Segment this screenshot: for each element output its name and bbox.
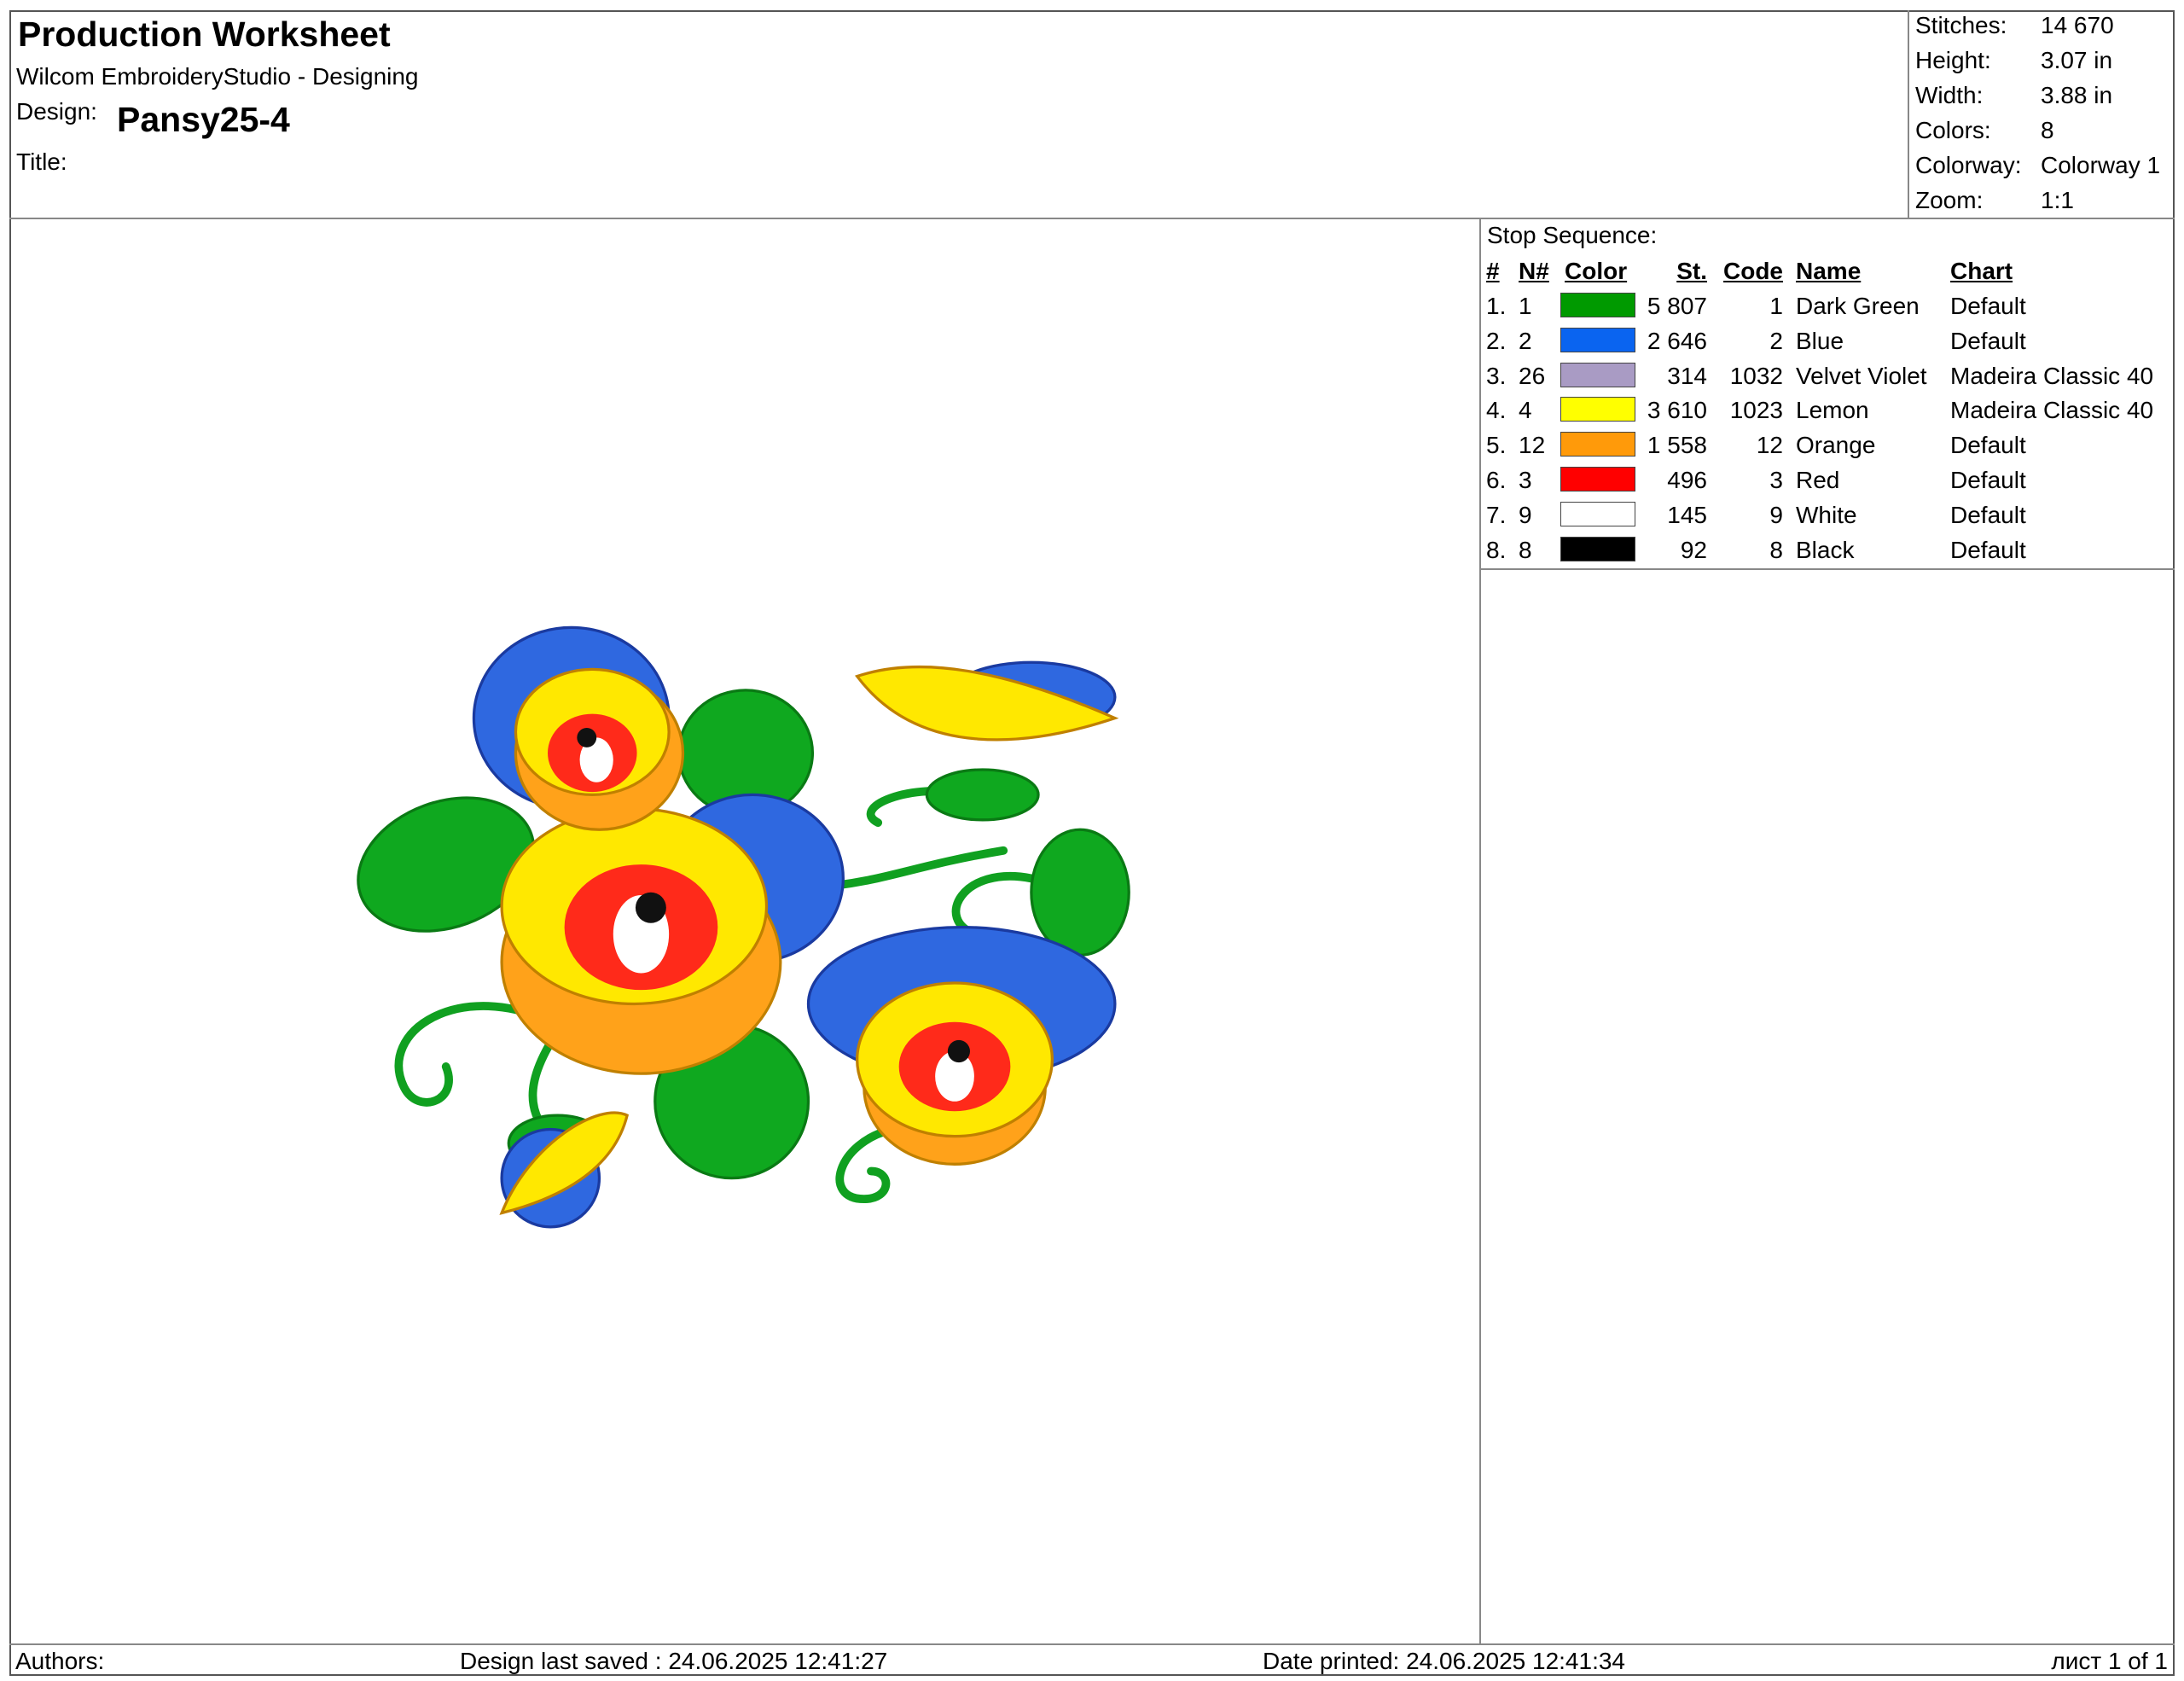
- cell-chart: Default: [1950, 432, 2026, 459]
- cell-name: Lemon: [1796, 397, 1869, 424]
- cell-n: 12: [1519, 432, 1546, 459]
- cell-chart: Default: [1950, 467, 2026, 493]
- column-header: Code: [1723, 258, 1783, 284]
- cell-chart: Madeira Classic 40: [1950, 362, 2154, 389]
- cell-n: 8: [1519, 536, 1532, 563]
- color-swatch: [1560, 362, 1635, 387]
- cell-index: 3.: [1486, 362, 1507, 389]
- cell-n: 1: [1519, 293, 1532, 319]
- cell-stitches: 2 646: [1647, 327, 1707, 354]
- cell-code: 1032: [1729, 362, 1783, 389]
- color-swatch: [1560, 327, 1635, 352]
- authors: Authors:: [15, 1648, 105, 1674]
- cell-stitches: 1 558: [1647, 432, 1707, 459]
- stat-label: Height:: [1915, 47, 1991, 73]
- cell-name: White: [1796, 501, 1857, 528]
- cell-name: Velvet Violet: [1796, 362, 1927, 389]
- cell-code: 1023: [1729, 397, 1783, 424]
- cell-chart: Default: [1950, 501, 2026, 528]
- stat-value: 8: [2041, 117, 2054, 143]
- color-swatch: [1560, 432, 1635, 457]
- stat-value: 3.88 in: [2041, 82, 2113, 108]
- cell-stitches: 145: [1667, 501, 1707, 528]
- design-label: Design:: [16, 98, 97, 125]
- cell-stitches: 92: [1680, 536, 1707, 563]
- column-header: St.: [1676, 258, 1707, 284]
- cell-stitches: 3 610: [1647, 397, 1707, 424]
- cell-n: 9: [1519, 501, 1532, 528]
- cell-code: 3: [1769, 467, 1783, 493]
- column-header: #: [1486, 258, 1500, 284]
- stat-label: Colors:: [1915, 117, 1991, 143]
- cell-stitches: 314: [1667, 362, 1707, 389]
- page-border: [9, 10, 2175, 1676]
- cell-name: Red: [1796, 467, 1840, 493]
- cell-code: 8: [1769, 536, 1783, 563]
- cell-chart: Default: [1950, 327, 2026, 354]
- footer-rule: [9, 1643, 2175, 1645]
- subtitle: Wilcom EmbroideryStudio - Designing: [16, 63, 419, 90]
- stat-value: Colorway 1: [2041, 152, 2161, 178]
- saved: Design last saved : 24.06.2025 12:41:27: [460, 1648, 888, 1674]
- cell-chart: Default: [1950, 536, 2026, 563]
- cell-chart: Madeira Classic 40: [1950, 397, 2154, 424]
- stat-label: Zoom:: [1915, 187, 1984, 213]
- cell-name: Dark Green: [1796, 293, 1920, 319]
- cell-code: 9: [1769, 501, 1783, 528]
- design-name: Pansy25-4: [117, 100, 290, 139]
- stat-label: Width:: [1915, 82, 1984, 108]
- color-swatch: [1560, 501, 1635, 526]
- printed: Date printed: 24.06.2025 12:41:34: [1263, 1648, 1626, 1674]
- cell-name: Blue: [1796, 327, 1844, 354]
- color-swatch: [1560, 467, 1635, 492]
- cell-code: 12: [1756, 432, 1783, 459]
- stat-label: Stitches:: [1915, 12, 2007, 38]
- cell-n: 4: [1519, 397, 1532, 424]
- column-header: Chart: [1950, 258, 2013, 284]
- cell-name: Orange: [1796, 432, 1876, 459]
- cell-chart: Default: [1950, 293, 2026, 319]
- cell-index: 5.: [1486, 432, 1507, 459]
- cell-index: 4.: [1486, 397, 1507, 424]
- column-header: Name: [1796, 258, 1862, 284]
- stats-divider: [1908, 10, 1909, 218]
- cell-code: 2: [1769, 327, 1783, 354]
- cell-index: 2.: [1486, 327, 1507, 354]
- stop-sequence-title: Stop Sequence:: [1487, 222, 1658, 248]
- color-swatch: [1560, 397, 1635, 422]
- stat-value: 1:1: [2041, 187, 2074, 213]
- title-label: Title:: [16, 148, 67, 175]
- cell-n: 26: [1519, 362, 1546, 389]
- stat-label: Colorway:: [1915, 152, 2022, 178]
- cell-index: 8.: [1486, 536, 1507, 563]
- cell-stitches: 5 807: [1647, 293, 1707, 319]
- color-swatch: [1560, 536, 1635, 561]
- cell-n: 2: [1519, 327, 1532, 354]
- table-rule: [1479, 568, 2175, 570]
- panel-divider: [1479, 218, 1481, 1644]
- stat-value: 14 670: [2041, 12, 2114, 38]
- column-header: Color: [1565, 258, 1628, 284]
- title: Production Worksheet: [18, 15, 391, 54]
- embroidery-design: [357, 625, 1130, 1229]
- cell-n: 3: [1519, 467, 1532, 493]
- cell-name: Black: [1796, 536, 1855, 563]
- color-swatch: [1560, 293, 1635, 317]
- cell-stitches: 496: [1667, 467, 1707, 493]
- column-header: N#: [1519, 258, 1549, 284]
- header-rule: [9, 218, 2175, 219]
- cell-code: 1: [1769, 293, 1783, 319]
- cell-index: 6.: [1486, 467, 1507, 493]
- page-number: лист 1 of 1: [2051, 1648, 2168, 1674]
- cell-index: 7.: [1486, 501, 1507, 528]
- cell-index: 1.: [1486, 293, 1507, 319]
- stat-value: 3.07 in: [2041, 47, 2113, 73]
